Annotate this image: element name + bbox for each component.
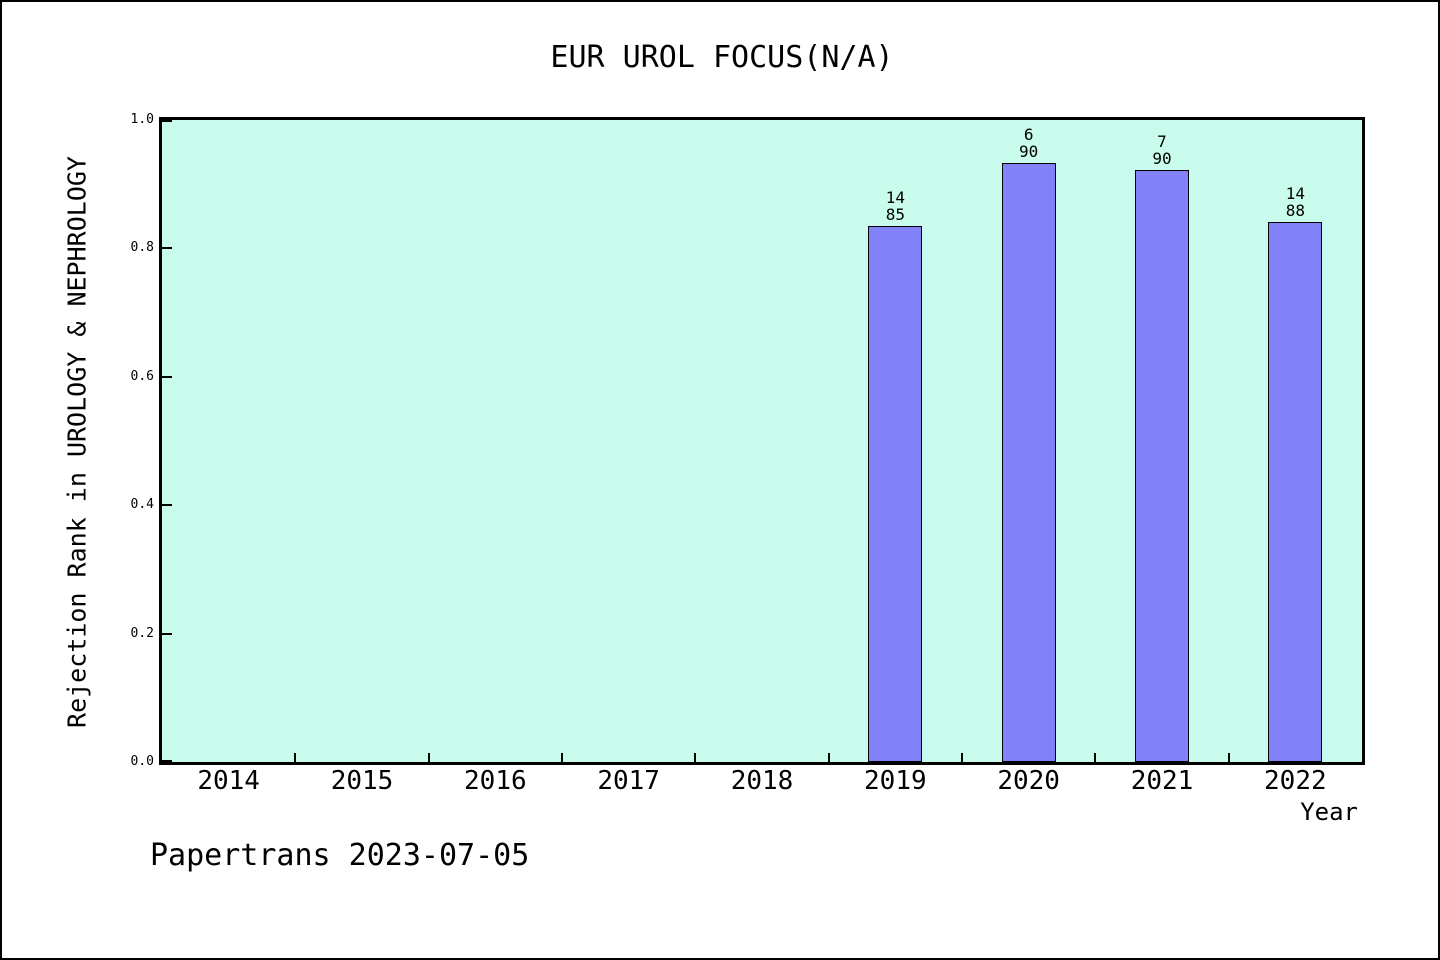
plot-area: 14 85 6 90 7 90 14 88 bbox=[159, 117, 1365, 765]
bar-2022 bbox=[1268, 222, 1323, 762]
chart-title: EUR UROL FOCUS(N/A) bbox=[550, 40, 894, 75]
x-axis-label: Year bbox=[1300, 798, 1358, 826]
bar-value-label: 14 88 bbox=[1285, 184, 1305, 220]
y-axis-label: Rejection Rank in UROLOGY & NEPHROLOGY bbox=[62, 156, 92, 728]
y-tick-label: 0.8 bbox=[130, 240, 154, 256]
x-tick-label: 2022 bbox=[1264, 766, 1327, 796]
bar-value-label: 6 90 bbox=[1019, 125, 1039, 161]
y-tick-label: 0.6 bbox=[130, 368, 154, 384]
x-tick-label: 2014 bbox=[197, 766, 260, 796]
y-tick-mark bbox=[162, 504, 172, 507]
bar-2020 bbox=[1001, 163, 1056, 762]
y-tick-mark bbox=[162, 375, 172, 378]
x-tick-mark bbox=[294, 753, 297, 762]
x-tick-mark bbox=[1227, 753, 1230, 762]
y-tick-mark bbox=[162, 632, 172, 635]
y-tick-mark bbox=[162, 760, 172, 762]
x-tick-label: 2020 bbox=[997, 766, 1060, 796]
x-tick-label: 2021 bbox=[1130, 766, 1194, 796]
x-tick-mark bbox=[427, 753, 430, 762]
y-tick-mark bbox=[162, 120, 172, 122]
footer-text: Papertrans 2023-07-05 bbox=[150, 838, 530, 873]
x-tick-label: 2017 bbox=[597, 766, 660, 796]
bar-value-label: 14 85 bbox=[885, 188, 905, 224]
y-tick-label: 0.2 bbox=[130, 625, 154, 641]
x-tick-label: 2016 bbox=[464, 766, 527, 796]
x-tick-label: 2019 bbox=[864, 766, 927, 796]
x-tick-mark bbox=[827, 753, 830, 762]
x-tick-mark bbox=[961, 753, 963, 762]
y-tick-label: 0.0 bbox=[130, 754, 154, 769]
y-tick-label: 1.0 bbox=[130, 112, 154, 127]
x-tick-label: 2018 bbox=[730, 766, 794, 796]
x-tick-mark bbox=[561, 753, 563, 762]
x-tick-label: 2015 bbox=[330, 766, 394, 796]
bar-2019 bbox=[868, 226, 923, 762]
bar-value-label: 7 90 bbox=[1152, 132, 1172, 168]
x-tick-mark bbox=[694, 753, 697, 762]
y-tick-mark bbox=[162, 247, 172, 250]
bar-2021 bbox=[1135, 170, 1189, 762]
y-tick-label: 0.4 bbox=[130, 497, 154, 513]
x-tick-mark bbox=[1094, 753, 1097, 762]
